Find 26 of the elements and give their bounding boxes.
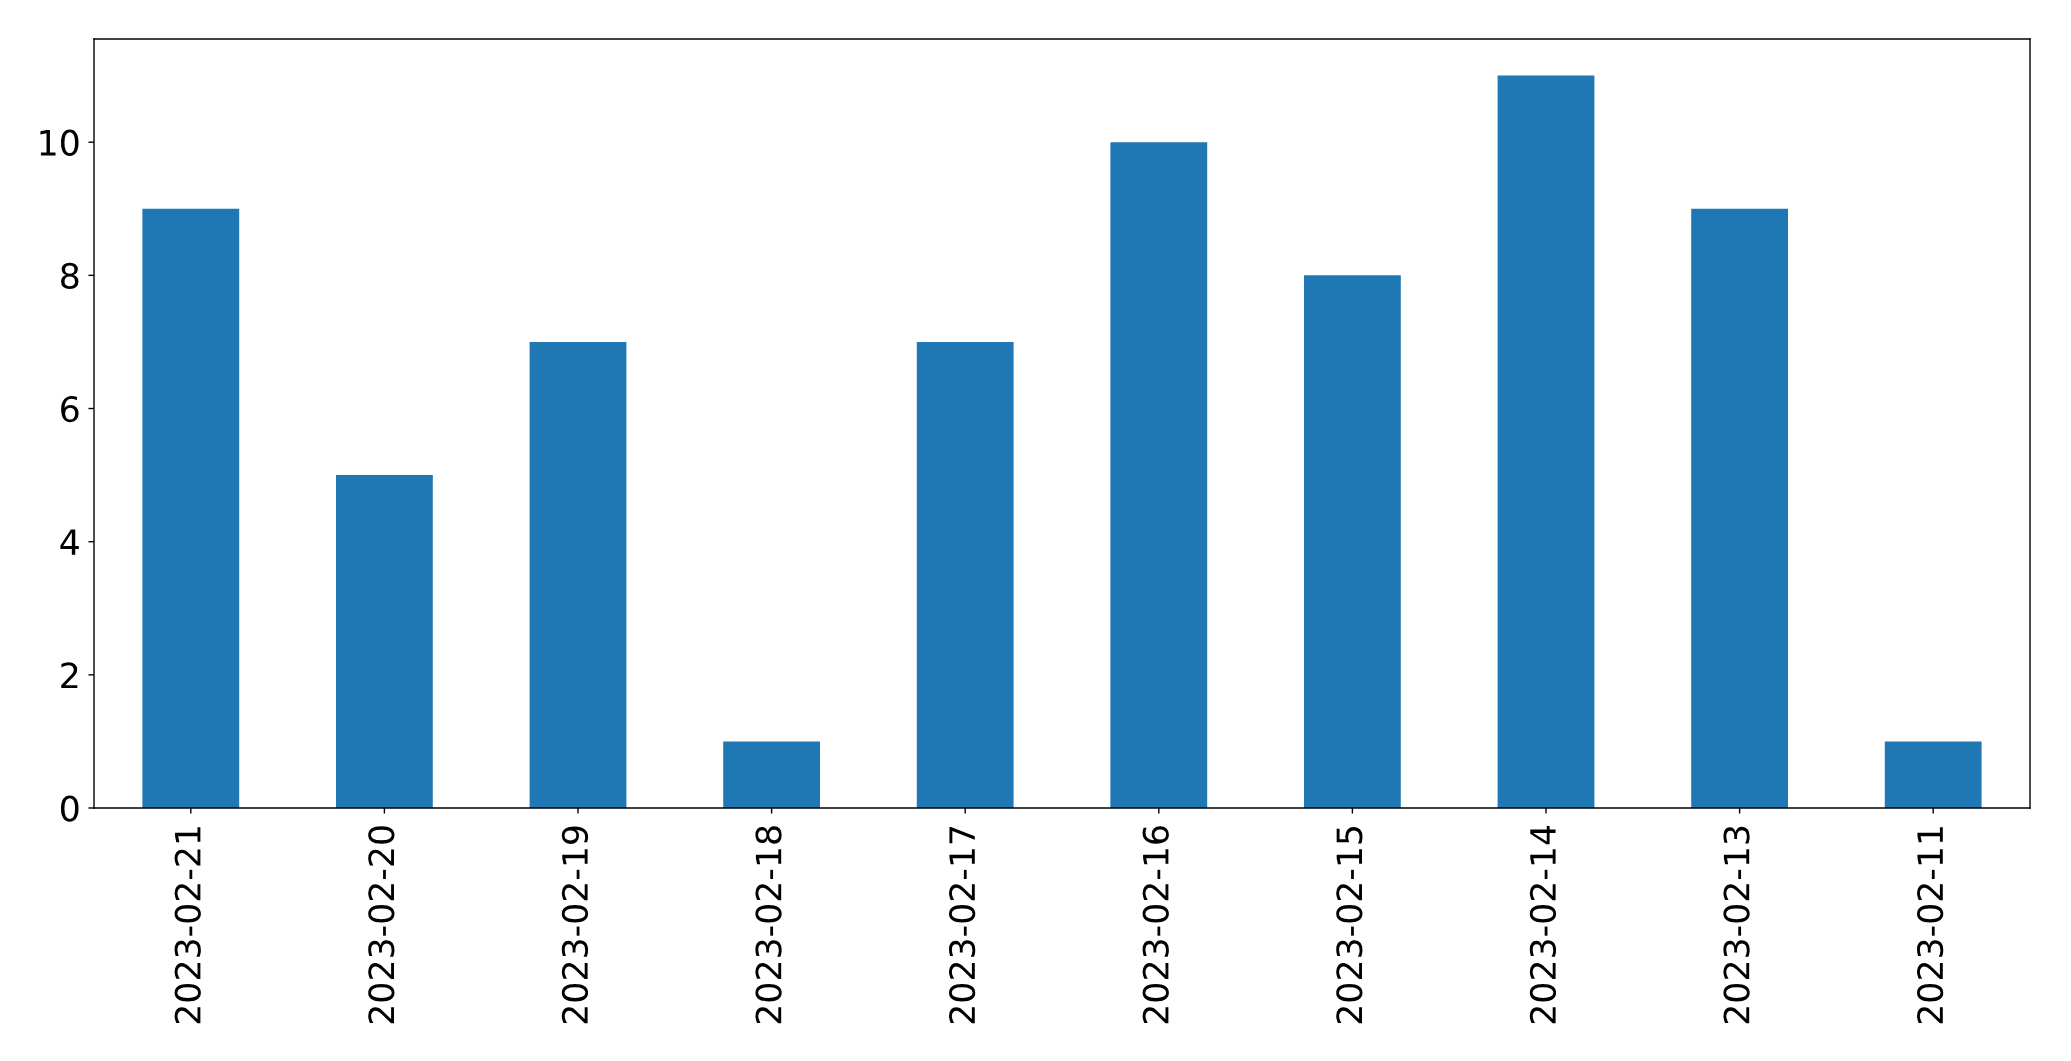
bar: [916, 341, 1014, 808]
x-tick-label: 2023-02-15: [1336, 827, 1363, 1024]
y-tick-label: 0: [61, 795, 79, 822]
x-tick-label: 2023-02-20: [368, 826, 395, 1024]
y-tick-label: 6: [61, 395, 79, 423]
y-tick-label: 4: [60, 529, 79, 555]
x-tick-label: 2023-02-11: [1917, 827, 1944, 1024]
bar: [336, 475, 433, 808]
x-tick-label: 2023-02-21: [174, 827, 201, 1024]
bar: [1110, 142, 1208, 808]
bar: [1497, 75, 1595, 808]
bar: [142, 208, 240, 808]
bar: [1304, 275, 1401, 808]
y-tick-label: 10: [40, 129, 79, 156]
x-tick-label: 2023-02-14: [1529, 825, 1557, 1024]
bar: [723, 741, 820, 808]
x-tick-label: 2023-02-17: [949, 826, 976, 1024]
x-tick-label: 2023-02-19: [561, 826, 589, 1024]
x-tick-label: 2023-02-18: [755, 826, 782, 1024]
y-tick-label: 2: [61, 662, 78, 689]
bar: [1884, 741, 1982, 808]
x-tick-label: 2023-02-16: [1142, 826, 1169, 1024]
bar: [529, 341, 627, 808]
y-tick-label: 8: [61, 262, 79, 290]
bar: [1691, 208, 1788, 808]
x-tick-label: 2023-02-13: [1723, 826, 1750, 1024]
